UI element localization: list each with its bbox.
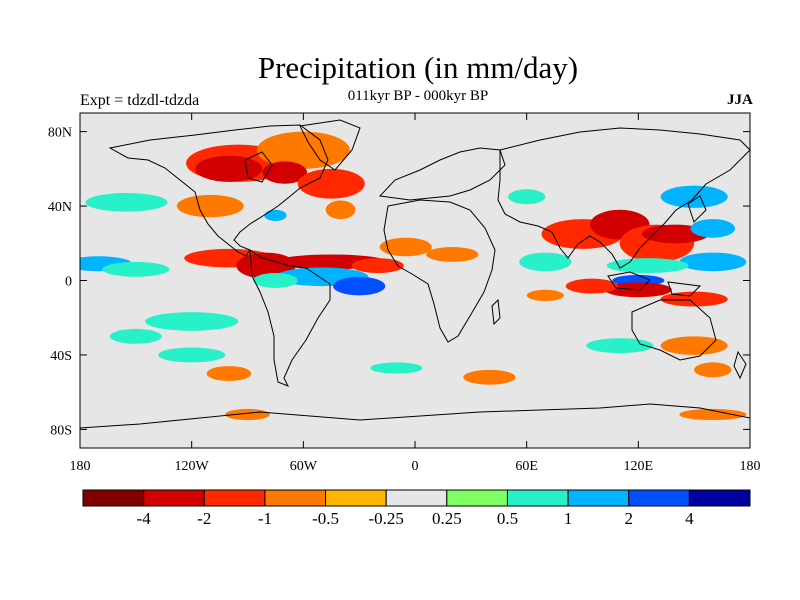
- lon-tick-label: 60W: [290, 459, 318, 474]
- colorbar-label: -4: [137, 509, 152, 528]
- anomaly-patch: [586, 338, 654, 354]
- lon-tick-label: 120E: [624, 459, 654, 474]
- anomaly-patch: [660, 185, 728, 208]
- anomaly-patch: [508, 189, 546, 205]
- lat-tick-label: 40S: [50, 349, 72, 364]
- coastlines: [80, 119, 750, 429]
- anomaly-patch: [679, 252, 747, 272]
- lon-tick-label: 180: [740, 459, 761, 474]
- anomaly-patch: [351, 258, 404, 274]
- colorbar-box: [203, 489, 266, 507]
- anomaly-patch: [565, 278, 618, 294]
- coast-new-zealand: [733, 350, 747, 380]
- anomaly-patch: [85, 193, 168, 212]
- experiment-label: Expt = tdzdl-tdzda: [80, 92, 200, 109]
- anomaly-patch: [264, 209, 287, 221]
- colorbar-box: [506, 489, 569, 507]
- colorbar-label: 2: [624, 509, 633, 528]
- colorbar-label: 4: [685, 509, 694, 528]
- colorbar-label: -0.5: [312, 509, 339, 528]
- coast-south-america: [249, 249, 331, 387]
- colorbar-box: [143, 489, 205, 507]
- anomaly-patch: [379, 237, 432, 257]
- anomaly-patch: [606, 258, 689, 274]
- anomaly-patch: [145, 312, 239, 331]
- anomaly-patch: [660, 336, 728, 355]
- colorbar-label: -1: [258, 509, 272, 528]
- lat-tick-label: 40N: [48, 200, 72, 215]
- coast-new-guinea: [667, 281, 702, 297]
- anomaly-patch: [206, 366, 252, 381]
- anomaly-patch: [109, 328, 162, 344]
- lon-tick-label: 120W: [175, 459, 210, 474]
- coast-australia: [631, 299, 717, 361]
- anomaly-patch: [426, 247, 479, 262]
- coast-antarctica: [80, 403, 750, 429]
- colorbar-label: -2: [197, 509, 211, 528]
- colorbar-label: -0.25: [368, 509, 403, 528]
- colorbar-label: 0.25: [432, 509, 462, 528]
- anomaly-patch: [195, 155, 263, 182]
- coast-indonesia: [607, 271, 651, 291]
- anomaly-patch: [333, 276, 386, 296]
- plot-title: Precipitation (in mm/day): [257, 50, 579, 85]
- anomaly-layer: [80, 131, 747, 421]
- colorbar-box: [325, 489, 387, 507]
- colorbar: -4 -2 -1 -0.5 -0.25 0.25 0.5 1 2 4: [82, 489, 751, 528]
- colorbar-box: [567, 489, 630, 507]
- colorbar-label: 0.5: [497, 509, 518, 528]
- coast-europe: [378, 147, 506, 201]
- anomaly-patch: [694, 362, 732, 378]
- coast-hudson-bay: [244, 151, 273, 183]
- lon-tick-label: 180: [70, 459, 91, 474]
- coast-asia: [497, 127, 750, 269]
- coast-madagascar: [491, 298, 501, 326]
- anomaly-patch: [176, 194, 244, 218]
- colorbar-box: [82, 489, 145, 507]
- anomaly-patch: [325, 200, 356, 220]
- colorbar-box: [264, 489, 327, 507]
- anomaly-patch: [158, 347, 226, 363]
- plot-subtitle: 011kyr BP - 000kyr BP: [347, 88, 489, 104]
- anomaly-patch: [102, 261, 170, 277]
- colorbar-box: [446, 489, 508, 507]
- coast-africa: [383, 199, 496, 343]
- lat-tick-label: 80N: [48, 126, 72, 141]
- lat-tick-label: 0: [65, 275, 72, 290]
- coast-japan: [687, 195, 707, 223]
- anomaly-patch: [463, 369, 516, 385]
- coast-north-america: [108, 124, 329, 257]
- lon-tick-label: 60E: [515, 459, 538, 474]
- anomaly-patch: [660, 291, 728, 307]
- anomaly-patch: [253, 273, 298, 288]
- anomaly-patch: [526, 289, 564, 301]
- lat-tick-label: 80S: [50, 423, 72, 438]
- lon-tick-label: 0: [412, 459, 419, 474]
- colorbar-label: 1: [564, 509, 573, 528]
- coast-greenland: [299, 119, 361, 171]
- season-label: JJA: [727, 92, 753, 108]
- axis-ticks: 180 120W 60W 0 60E 120E 180 80N 40N 0 40S 80S: [48, 113, 761, 474]
- anomaly-patch: [256, 131, 350, 169]
- colorbar-box: [385, 489, 448, 507]
- anomaly-patch: [297, 168, 365, 199]
- colorbar-box: [628, 489, 690, 507]
- anomaly-patch: [262, 161, 308, 184]
- anomaly-patch: [519, 252, 572, 272]
- anomaly-patch: [679, 408, 747, 421]
- anomaly-patch: [370, 362, 423, 374]
- colorbar-box: [688, 489, 751, 507]
- anomaly-patch: [690, 219, 736, 238]
